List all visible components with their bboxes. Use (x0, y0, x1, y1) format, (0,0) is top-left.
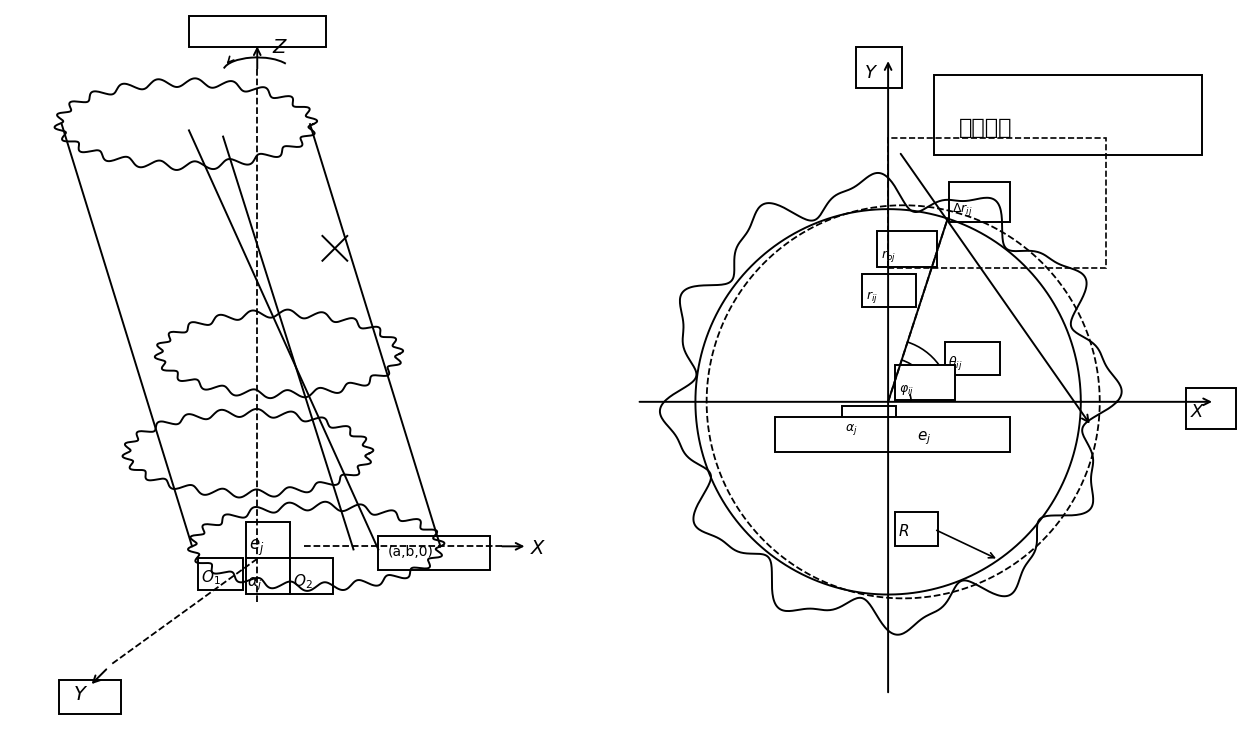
Bar (289, 557, 334, 594)
Bar (950, 182, 1009, 222)
Text: $\varphi_{ij}$: $\varphi_{ij}$ (899, 383, 914, 398)
Text: $r_{ij}$: $r_{ij}$ (866, 289, 878, 305)
Bar (857, 48, 903, 88)
Text: $\alpha_j$: $\alpha_j$ (247, 575, 263, 593)
Text: (a,b,0): (a,b,0) (388, 545, 434, 559)
Bar (862, 274, 916, 308)
Text: Y: Y (74, 685, 86, 704)
Bar (188, 16, 326, 46)
Bar (877, 232, 937, 267)
Bar (1185, 388, 1236, 428)
Text: $e_j$: $e_j$ (918, 429, 931, 447)
Text: $O_1$: $O_1$ (201, 568, 221, 587)
Bar (934, 75, 1203, 155)
Text: $\theta_{ij}$: $\theta_{ij}$ (949, 355, 963, 372)
Text: $O_2$: $O_2$ (293, 572, 312, 591)
Text: $r_{oj}$: $r_{oj}$ (880, 248, 895, 264)
Bar (775, 417, 1009, 452)
Text: $\Delta r_{ij}$: $\Delta r_{ij}$ (952, 201, 972, 218)
Text: X: X (531, 539, 544, 558)
Text: Y: Y (864, 63, 875, 82)
Bar (246, 522, 289, 557)
Text: 测量方向: 测量方向 (960, 118, 1013, 138)
Bar (945, 341, 999, 375)
Text: X: X (1190, 403, 1203, 421)
Bar (198, 557, 243, 590)
Bar (58, 679, 120, 714)
Bar (895, 365, 955, 400)
Text: $\alpha_j$: $\alpha_j$ (844, 422, 857, 437)
Bar (895, 513, 939, 546)
Bar (378, 536, 490, 570)
Bar (888, 138, 1106, 267)
Bar (246, 557, 289, 594)
Text: Z: Z (273, 38, 286, 57)
Text: $e_j$: $e_j$ (249, 538, 264, 558)
Bar (842, 406, 897, 440)
Text: R: R (898, 524, 909, 539)
